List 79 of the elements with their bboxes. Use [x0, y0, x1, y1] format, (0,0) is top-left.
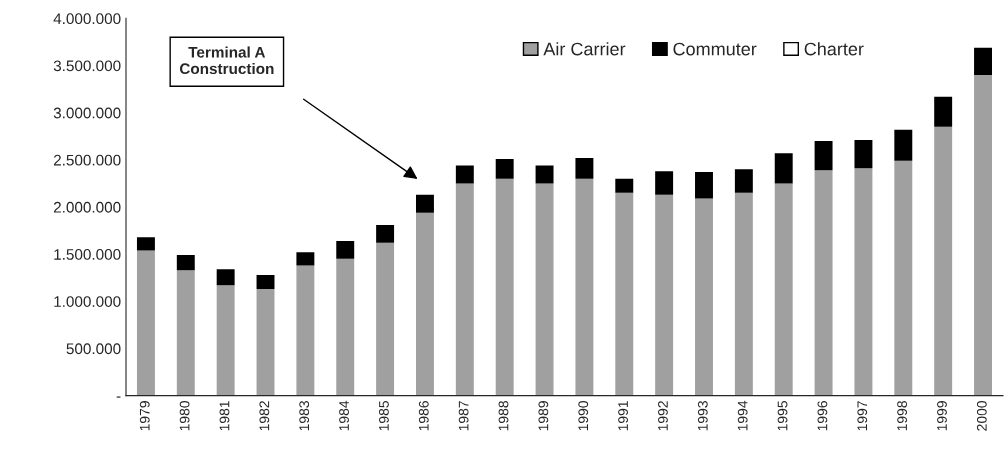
- bar: [535, 165, 554, 184]
- x-tick-label: 1985: [379, 401, 389, 431]
- bar: [176, 270, 195, 396]
- x-tick-label: 1995: [777, 401, 788, 431]
- bar: [734, 169, 753, 193]
- annotation: Terminal A Construction: [179, 46, 274, 75]
- x-tick-label: 1998: [897, 401, 908, 431]
- y-tick-label: 2.000.000: [53, 201, 121, 213]
- bar: [695, 198, 713, 396]
- bar: [974, 74, 992, 396]
- legend-label: Charter: [804, 42, 864, 56]
- x-tick-label: 1994: [737, 400, 748, 431]
- y-tick-label: -: [116, 396, 121, 398]
- bar: [455, 183, 474, 396]
- bar: [216, 285, 235, 396]
- bar: [695, 172, 713, 199]
- bar: [894, 129, 913, 161]
- x-tick-label: 1988: [498, 401, 509, 431]
- bar: [655, 194, 674, 396]
- x-tick-label: 2000: [976, 401, 987, 431]
- bar: [974, 47, 992, 75]
- bar: [934, 126, 953, 396]
- x-tick-label: 1981: [219, 401, 230, 431]
- x-tick-label: 1992: [658, 401, 668, 431]
- bar: [256, 289, 275, 396]
- bar: [854, 140, 873, 169]
- bar: [336, 240, 355, 259]
- bar: [575, 157, 594, 179]
- x-tick-label: 1979: [139, 401, 150, 431]
- x-tick-label: 1982: [259, 401, 270, 431]
- bar: [176, 255, 195, 271]
- x-tick-label: 1989: [538, 401, 549, 431]
- bar: [376, 224, 395, 243]
- bar: [934, 96, 953, 127]
- x-tick-label: 1986: [418, 401, 429, 431]
- bar: [734, 192, 753, 396]
- bar: [615, 192, 634, 396]
- bar: [814, 140, 833, 171]
- bar: [495, 158, 514, 179]
- y-tick-label: 3.000.000: [53, 107, 121, 119]
- bar: [894, 160, 913, 396]
- bar: [136, 250, 155, 396]
- bar: [655, 171, 674, 195]
- bar: [854, 168, 873, 396]
- bar: [415, 212, 434, 396]
- bar: [376, 242, 395, 396]
- y-tick-label: 1.000.000: [54, 296, 121, 307]
- x-tick-label: 1999: [937, 401, 947, 431]
- bar: [455, 165, 474, 184]
- bar: [814, 170, 833, 396]
- bar: [296, 252, 315, 266]
- bar: [774, 153, 793, 184]
- x-tick-label: 1991: [618, 401, 628, 431]
- bar: [495, 178, 514, 396]
- bar: [615, 178, 634, 193]
- bar: [575, 178, 594, 396]
- x-tick-label: 1987: [458, 401, 469, 431]
- y-tick-label: 3.500.000: [53, 60, 121, 72]
- x-tick-label: 1984: [339, 400, 349, 431]
- x-tick-label: 1990: [578, 401, 589, 431]
- bar: [336, 258, 355, 396]
- bar: [136, 237, 155, 251]
- x-tick-label: 1996: [817, 401, 828, 431]
- legend-label: Air Carrier: [543, 42, 626, 56]
- y-tick-label: 500.000: [66, 343, 121, 355]
- bar: [535, 183, 554, 396]
- y-tick-label: 1.500.000: [54, 249, 121, 260]
- bar: [415, 194, 434, 213]
- x-tick-label: 1997: [857, 401, 868, 431]
- y-tick-label: 4.000.000: [53, 13, 121, 25]
- bar: [216, 269, 235, 286]
- legend-label: Commuter: [673, 42, 757, 56]
- x-tick-label: 1983: [299, 401, 310, 431]
- x-tick-label: 1993: [697, 401, 708, 431]
- y-tick-label: 2.500.000: [53, 154, 121, 166]
- bar: [774, 183, 793, 396]
- bar: [256, 274, 275, 290]
- bar: [296, 265, 315, 396]
- x-tick-label: 1980: [179, 401, 190, 431]
